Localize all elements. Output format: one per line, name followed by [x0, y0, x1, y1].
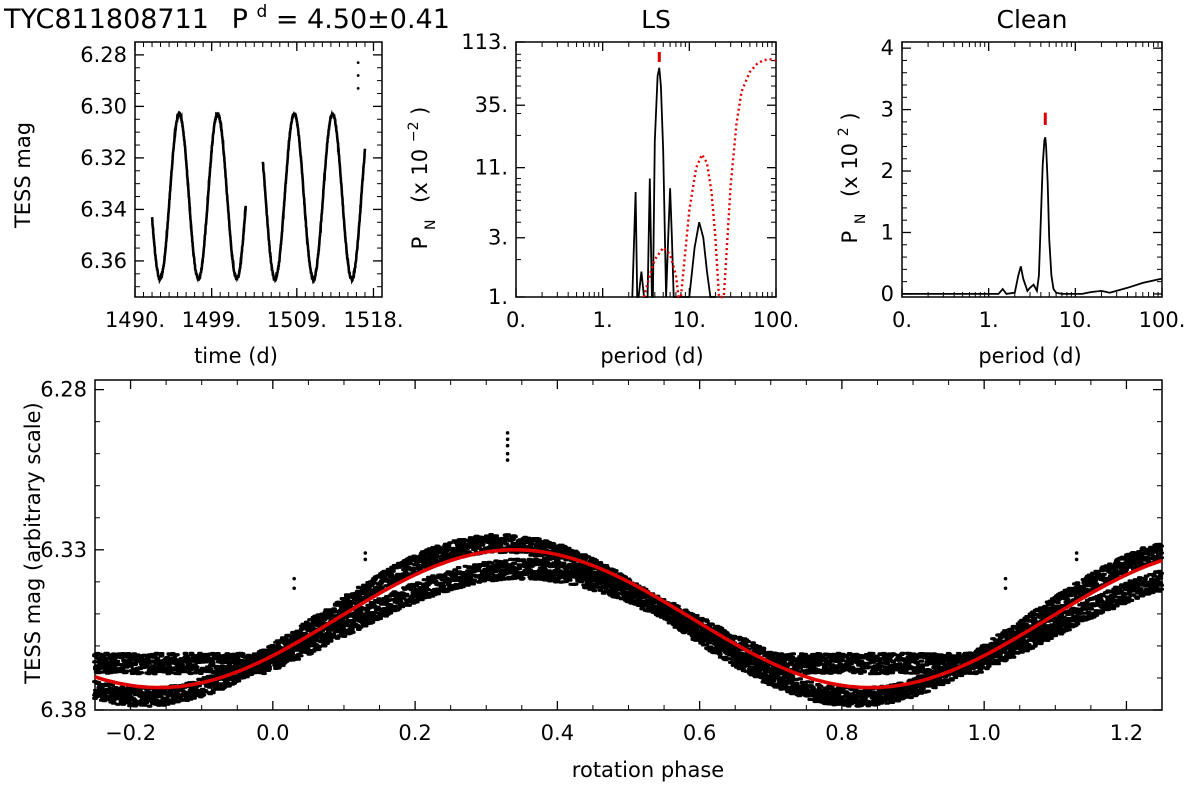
phased-flare-point [505, 431, 510, 435]
ls-ylabel: P N (x 10 −2 ) [399, 107, 440, 250]
phased-xtick-label: 0.6 [683, 721, 716, 745]
ls-ytick-label: 3. [488, 226, 508, 250]
phased-xtick-label: 0.0 [256, 721, 289, 745]
lc-ytick-label: 6.36 [80, 249, 127, 273]
ls-ytick-label: 1. [488, 285, 508, 309]
phased-flare-point [505, 451, 510, 456]
phased-flare-point [505, 443, 510, 448]
ls-ylabel-exp: −2 [406, 122, 422, 143]
clean-power-line [902, 136, 1163, 295]
phased-ytick-label: 6.33 [40, 538, 87, 562]
clean-xtick-label: 100. [1139, 308, 1186, 332]
lc-ylabel: TESS mag [11, 122, 35, 229]
ls-power-line [631, 67, 716, 298]
phased-flare-point [292, 576, 296, 581]
clean-frame [901, 41, 1163, 298]
clean-ytick-label: 4 [881, 36, 894, 60]
star-id: TYC811808711 [3, 4, 209, 35]
phased-data-band [92, 533, 1164, 708]
phased-flare-point [1003, 576, 1008, 581]
clean-periodogram-panel: 0. 1. 10. 100. 0 1 2 3 4 [881, 36, 1186, 332]
period-superscript: d [256, 2, 267, 22]
light-curve-segment [150, 110, 247, 285]
lc-frame [134, 41, 383, 298]
lc-xtick-label: 1518. [343, 308, 403, 332]
clean-title: Clean [997, 5, 1068, 34]
ls-xtick-label: 100. [753, 308, 800, 332]
clean-ylabel-sub: N [853, 214, 869, 224]
ls-xtick-label: 10. [673, 308, 706, 332]
period-symbol: P [232, 4, 248, 35]
period-value: = 4.50±0.41 [276, 4, 450, 35]
ls-ylabel-paren: (x 10 [408, 149, 432, 203]
phased-fit-curve [94, 548, 1163, 690]
ls-frame [515, 41, 777, 298]
lc-xlabel: time (d) [194, 344, 278, 368]
clean-ylabel-close: ) [838, 112, 862, 120]
ls-window-line [642, 58, 777, 299]
lc-xtick-label: 1499. [182, 308, 242, 332]
lc-ytick-label: 6.32 [80, 146, 127, 170]
light-curve-segment [261, 109, 367, 285]
ls-ytick-label: 35. [475, 93, 508, 117]
lc-ytick-label: 6.34 [80, 197, 127, 221]
clean-ylabel-exp: 2 [836, 127, 852, 136]
lc-ytick-label: 6.28 [80, 43, 127, 67]
flare-point [356, 86, 360, 90]
phased-xtick-label: −0.2 [105, 721, 156, 745]
phased-ylabel: TESS mag (arbitrary scale) [21, 402, 45, 684]
ls-xtick-label: 0. [506, 308, 526, 332]
phased-xtick-label: 0.8 [825, 721, 858, 745]
phased-xlabel: rotation phase [572, 758, 724, 782]
phased-xtick-label: 1.2 [1110, 721, 1143, 745]
clean-ytick-label: 1 [881, 220, 894, 244]
phased-flare-point [1003, 586, 1008, 591]
ls-ylabel-close: ) [408, 107, 432, 115]
clean-xtick-label: 0. [892, 308, 912, 332]
flare-point [356, 61, 360, 65]
phased-flare-point [505, 458, 510, 462]
clean-ytick-label: 3 [881, 98, 894, 122]
ls-title: LS [641, 5, 671, 34]
lc-ytick-label: 6.30 [80, 94, 127, 118]
phased-flare-point [505, 437, 510, 442]
phased-ytick-label: 6.28 [40, 378, 87, 402]
phased-flare-point [1074, 557, 1079, 562]
phased-xtick-label: 0.4 [541, 721, 574, 745]
figure-header: TYC811808711 P d = 4.50±0.41 [3, 0, 450, 35]
light-curve-panel: 1490. 1499. 1509. 1518. 6.28 6.30 6.32 6.34 6.36 [80, 41, 404, 332]
ls-ytick-label: 113. [461, 30, 508, 54]
phased-xtick-label: 0.2 [398, 721, 431, 745]
clean-ytick-label: 2 [881, 159, 894, 183]
clean-xlabel: period (d) [978, 344, 1081, 368]
phased-flare-point [363, 551, 368, 555]
clean-ytick-label: 0 [881, 282, 894, 306]
ls-xtick-label: 1. [593, 308, 613, 332]
ls-ytick-label: 11. [475, 156, 508, 180]
lc-xtick-label: 1490. [105, 308, 165, 332]
clean-ylabel: P N (x 10 2 ) [829, 112, 870, 243]
ls-ylabel-main: P [408, 237, 432, 250]
phased-flare-point [292, 586, 296, 591]
clean-xtick-label: 1. [979, 308, 999, 332]
ls-ylabel-sub: N [423, 220, 439, 230]
clean-xtick-label: 10. [1059, 308, 1092, 332]
phased-flare-point [1074, 551, 1079, 555]
phased-ytick-label: 6.38 [40, 698, 87, 722]
lc-xtick-label: 1509. [267, 308, 327, 332]
flare-point [356, 74, 360, 77]
clean-ylabel-paren: (x 10 [838, 143, 862, 197]
phased-flare-point [363, 557, 368, 562]
clean-ylabel-main: P [838, 231, 862, 244]
phased-curve-panel: −0.2 0.0 0.2 0.4 0.6 0.8 1.0 1.2 6.28 6.33 6.38 [40, 378, 1164, 745]
ls-periodogram-panel: 0. 1. 10. 100.1.3.11.35.113. [461, 30, 799, 332]
ls-xlabel: period (d) [600, 344, 703, 368]
phased-xtick-label: 1.0 [967, 721, 1000, 745]
